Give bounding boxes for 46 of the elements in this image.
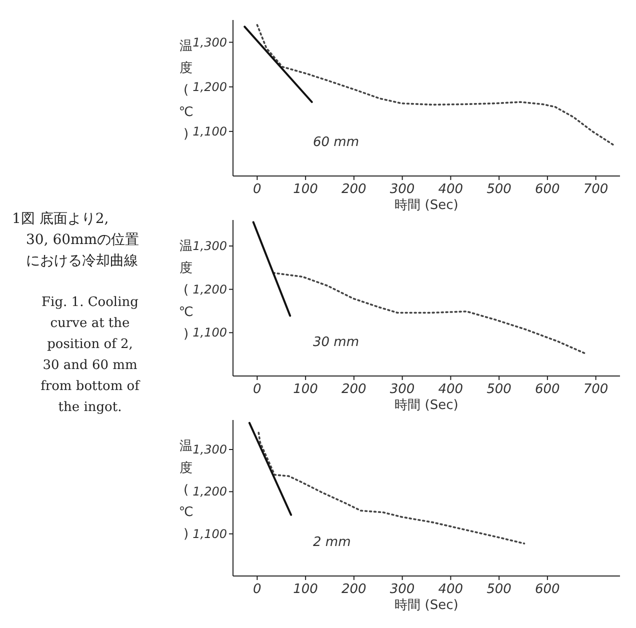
text: 1図 底面より2, 30, 60mmの位置における冷却曲線 bbox=[12, 211, 140, 269]
x-tick-label: 200 bbox=[342, 182, 366, 197]
annotation: 30 mm bbox=[313, 335, 360, 350]
x-tick-label: 500 bbox=[486, 582, 512, 597]
y-axis-title: 温度(℃) bbox=[178, 239, 194, 342]
x-tick-label: 400 bbox=[438, 382, 464, 397]
annotation: 60 mm bbox=[313, 135, 360, 150]
y-tick-label: 1,200 bbox=[192, 80, 228, 94]
x-tick-label: 300 bbox=[390, 582, 415, 597]
x-tick-label: 600 bbox=[535, 582, 560, 597]
line-series bbox=[258, 432, 526, 544]
x-tick-label: 400 bbox=[438, 582, 464, 597]
line-series bbox=[272, 272, 588, 355]
line-series bbox=[256, 24, 616, 147]
x-tick-label: 500 bbox=[486, 382, 512, 397]
x-tick-label: 400 bbox=[438, 182, 464, 197]
y-tick-label: 1,300 bbox=[192, 442, 228, 457]
x-tick-label: 100 bbox=[293, 382, 318, 397]
y-tick-label: 1,100 bbox=[192, 124, 228, 138]
x-tick-label: 300 bbox=[390, 382, 415, 397]
x-tick-label: 0 bbox=[253, 182, 262, 197]
x-tick-label: 600 bbox=[535, 382, 560, 397]
x-tick-label: 700 bbox=[583, 182, 608, 197]
y-tick-label: 1,200 bbox=[192, 484, 228, 499]
y-tick-label: 1,200 bbox=[192, 282, 228, 296]
y-tick-label: 1,300 bbox=[192, 239, 228, 253]
x-tick-label: 600 bbox=[535, 182, 560, 197]
x-tick-label: 700 bbox=[583, 382, 608, 397]
x-tick-label: 0 bbox=[253, 582, 262, 597]
y-axis-title: 温度(℃) bbox=[178, 39, 194, 142]
x-tick-label: 100 bbox=[293, 182, 318, 197]
x-tick-label: 0 bbox=[253, 382, 262, 397]
x-tick-label: 200 bbox=[342, 582, 366, 597]
x-axis-title: 時間 (Sec) bbox=[394, 598, 458, 613]
x-tick-label: 300 bbox=[390, 182, 415, 197]
text: Fig. 1. Cooling curve at the position of 2, 30 and 60 mm from bottom of the ingot. bbox=[40, 295, 141, 415]
x-tick-label: 100 bbox=[293, 582, 318, 597]
annotation: 2 mm bbox=[313, 535, 351, 550]
x-tick-label: 500 bbox=[486, 182, 512, 197]
y-axis-title: 温度(℃) bbox=[178, 439, 194, 542]
x-axis-title: 時間 (Sec) bbox=[394, 398, 458, 413]
x-axis-title: 時間 (Sec) bbox=[394, 198, 458, 213]
y-tick-label: 1,300 bbox=[192, 35, 228, 50]
x-tick-label: 200 bbox=[342, 382, 366, 397]
y-tick-label: 1,100 bbox=[192, 526, 228, 541]
y-tick-label: 1,100 bbox=[192, 326, 228, 340]
